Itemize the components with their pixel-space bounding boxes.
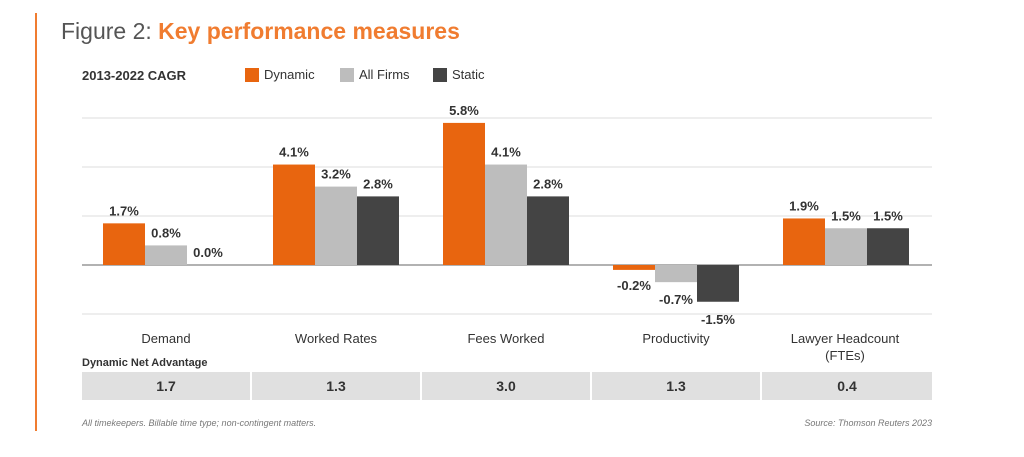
net-advantage-cell: 1.3 — [252, 372, 420, 400]
bar — [825, 228, 867, 265]
bar — [273, 164, 315, 265]
bar — [315, 186, 357, 265]
legend-swatch — [433, 67, 447, 82]
data-label: 1.9% — [789, 198, 819, 213]
data-label: 2.8% — [363, 176, 393, 191]
net-advantage-cell: 1.7 — [82, 372, 250, 400]
category-label: Lawyer Headcount (FTEs) — [790, 331, 900, 363]
bar — [145, 245, 187, 265]
data-label: 1.7% — [109, 203, 139, 218]
bar — [613, 265, 655, 270]
legend-label: Static — [452, 67, 485, 82]
bar — [527, 196, 569, 265]
data-label: -1.5% — [701, 312, 735, 327]
legend-swatch — [245, 67, 259, 82]
bar — [443, 122, 485, 266]
data-label: 0.0% — [193, 245, 223, 260]
bar — [103, 223, 145, 265]
data-label: 4.1% — [279, 145, 309, 160]
data-label: 0.8% — [151, 225, 181, 240]
accent-bar — [35, 13, 37, 431]
chart-subtitle: 2013-2022 CAGR — [82, 68, 187, 83]
data-label: 3.2% — [321, 167, 351, 182]
data-label: 1.5% — [873, 208, 903, 223]
bar — [697, 265, 739, 302]
data-label: 2.8% — [533, 176, 563, 191]
legend-label: Dynamic — [264, 67, 315, 82]
category-label: Demand — [141, 331, 191, 346]
bar — [867, 228, 909, 265]
figure-title: Figure 2: Key performance measures — [61, 18, 460, 45]
category-label: Worked Rates — [294, 331, 378, 346]
bar — [485, 164, 527, 265]
data-label: -0.2% — [617, 278, 651, 293]
title-prefix: Figure 2: — [61, 18, 159, 44]
data-label: 1.5% — [831, 208, 861, 223]
data-label: 5.8% — [449, 103, 479, 118]
net-advantage-cell: 0.4 — [762, 372, 932, 400]
category-label: Fees Worked — [467, 331, 545, 346]
title-main: Key performance measures — [158, 18, 460, 44]
net-advantage-cell: 3.0 — [422, 372, 590, 400]
legend-all-firms: All Firms — [340, 67, 410, 82]
bar — [783, 218, 825, 265]
legend-static: Static — [433, 67, 485, 82]
data-label: 4.1% — [491, 145, 521, 160]
legend-swatch — [340, 67, 354, 82]
bar — [655, 265, 697, 283]
data-label: -0.7% — [659, 292, 693, 307]
net-advantage-cell: 1.3 — [592, 372, 760, 400]
net-advantage-label: Dynamic Net Advantage — [82, 357, 208, 369]
category-label: Productivity — [642, 331, 710, 346]
legend-dynamic: Dynamic — [245, 67, 315, 82]
source: Source: Thomson Reuters 2023 — [804, 418, 932, 428]
footnote: All timekeepers. Billable time type; non… — [82, 418, 317, 428]
legend-label: All Firms — [359, 67, 410, 82]
bar — [357, 196, 399, 265]
